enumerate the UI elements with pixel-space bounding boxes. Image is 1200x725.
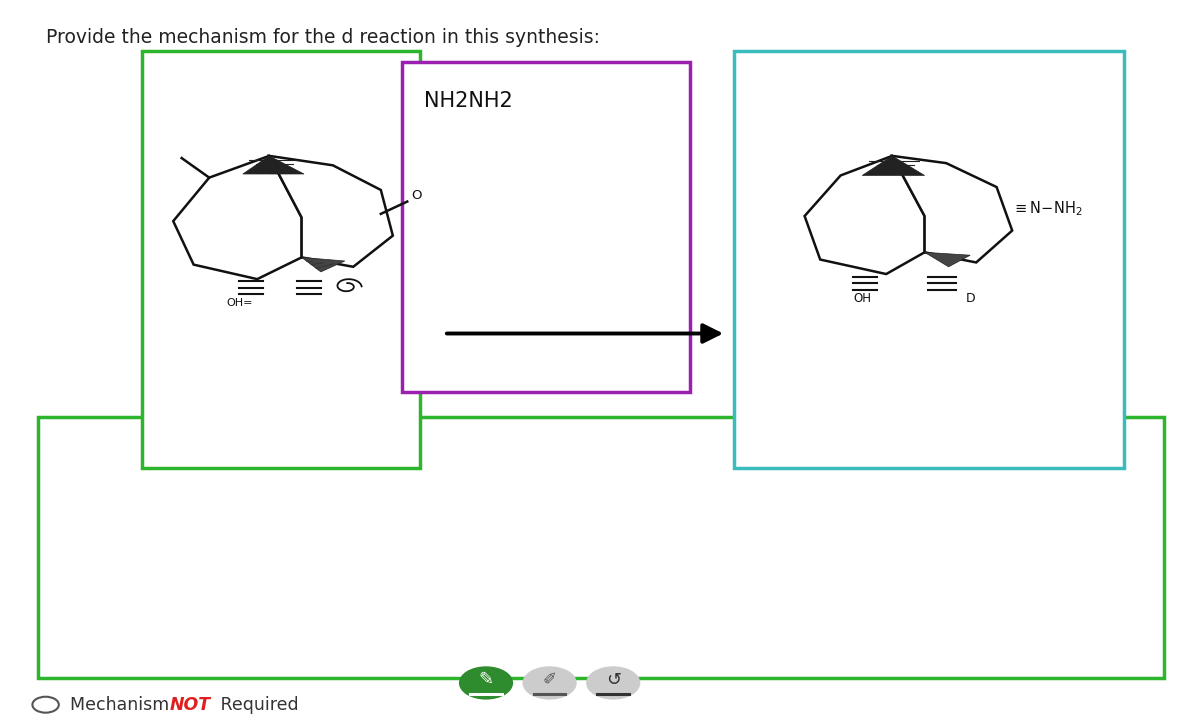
Text: $\mathsf{{\equiv}N{-}NH_2}$: $\mathsf{{\equiv}N{-}NH_2}$ xyxy=(1013,199,1082,218)
Text: ↺: ↺ xyxy=(606,671,620,689)
Bar xyxy=(38,417,1164,678)
Circle shape xyxy=(460,667,512,699)
Text: ✎: ✎ xyxy=(479,671,493,689)
Text: Provide the mechanism for the d reaction in this synthesis:: Provide the mechanism for the d reaction… xyxy=(46,28,600,47)
Text: ✐: ✐ xyxy=(542,671,557,689)
Polygon shape xyxy=(242,156,304,174)
Polygon shape xyxy=(805,156,924,274)
Bar xyxy=(734,51,1124,468)
Text: OH=: OH= xyxy=(226,298,252,308)
Text: O: O xyxy=(410,188,421,202)
Bar xyxy=(142,51,420,468)
Bar xyxy=(402,62,690,392)
Polygon shape xyxy=(924,252,971,267)
Circle shape xyxy=(523,667,576,699)
Polygon shape xyxy=(892,156,1013,262)
Text: Mechanism: Mechanism xyxy=(70,696,174,713)
Text: D: D xyxy=(965,292,976,305)
Text: Required: Required xyxy=(215,696,299,713)
Polygon shape xyxy=(301,257,344,272)
Polygon shape xyxy=(173,156,301,279)
Text: OH: OH xyxy=(853,292,871,305)
Text: NH2NH2: NH2NH2 xyxy=(424,91,512,111)
Text: NOT: NOT xyxy=(169,696,210,713)
Polygon shape xyxy=(862,156,924,175)
Polygon shape xyxy=(269,156,392,267)
Circle shape xyxy=(587,667,640,699)
